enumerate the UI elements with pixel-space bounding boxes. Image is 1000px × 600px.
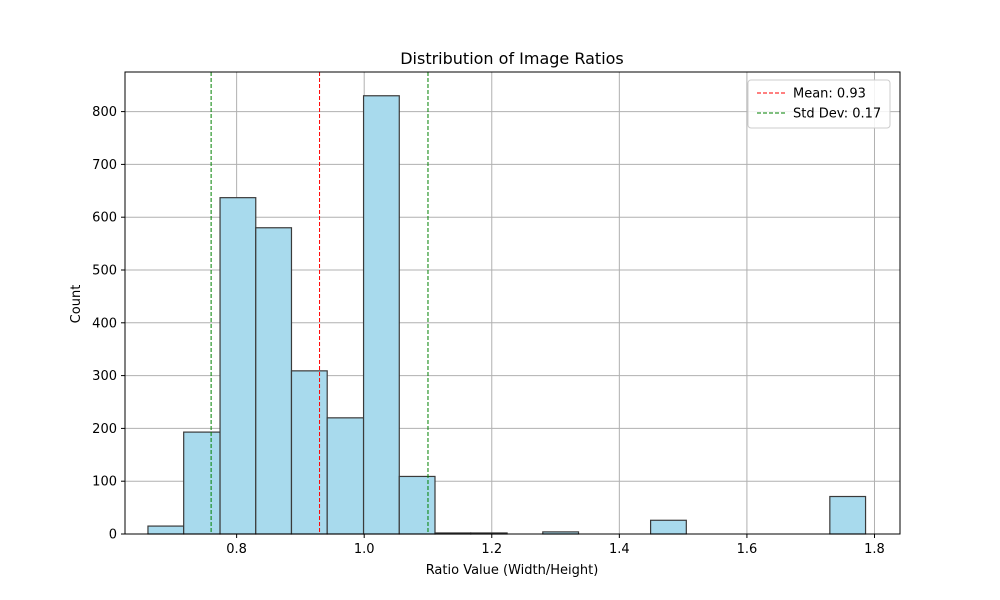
histogram-bar	[649, 519, 687, 535]
histogram-bar	[398, 475, 436, 535]
x-tick-label: 1.6	[737, 542, 758, 557]
y-tick-label: 600	[92, 211, 117, 226]
y-axis-ticks: 0 100 200 300 400 500 600 700 800	[92, 105, 125, 543]
y-tick-label: 400	[92, 316, 117, 331]
y-tick-label: 300	[92, 369, 117, 384]
y-tick-label: 100	[92, 475, 117, 490]
x-tick-label: 1.2	[481, 542, 502, 557]
y-tick-label: 0	[109, 528, 117, 543]
x-tick-label: 1.0	[354, 542, 375, 557]
histogram-bar	[219, 197, 257, 535]
legend-entry-label: Mean: 0.93	[793, 87, 866, 102]
x-tick-label: 0.8	[226, 542, 247, 557]
histogram-bar	[255, 227, 293, 535]
legend-box	[747, 79, 891, 129]
legend-entry-label: Std Dev: 0.17	[793, 107, 881, 122]
y-tick-label: 700	[92, 158, 117, 173]
reference-lines	[210, 72, 429, 534]
y-tick-label: 800	[92, 105, 117, 120]
x-axis-label: Ratio Value (Width/Height)	[426, 563, 599, 578]
x-axis-ticks: 0.8 1.0 1.2 1.4 1.6 1.8	[226, 534, 885, 557]
y-tick-label: 500	[92, 264, 117, 279]
histogram-bar	[290, 370, 328, 535]
histogram-bar	[362, 95, 400, 535]
y-tick-label: 200	[92, 422, 117, 437]
x-tick-label: 1.8	[864, 542, 885, 557]
histogram-bar	[326, 417, 365, 535]
histogram-bar	[829, 495, 867, 535]
histogram-bar	[183, 431, 221, 535]
histogram-bars	[147, 95, 867, 535]
legend: Mean: 0.93 Std Dev: 0.17	[747, 79, 891, 129]
histogram-bar	[147, 525, 185, 535]
chart-title: Distribution of Image Ratios	[400, 49, 624, 68]
x-tick-label: 1.4	[609, 542, 630, 557]
plot-area-frame	[124, 71, 901, 535]
y-axis-label: Count	[69, 285, 84, 324]
